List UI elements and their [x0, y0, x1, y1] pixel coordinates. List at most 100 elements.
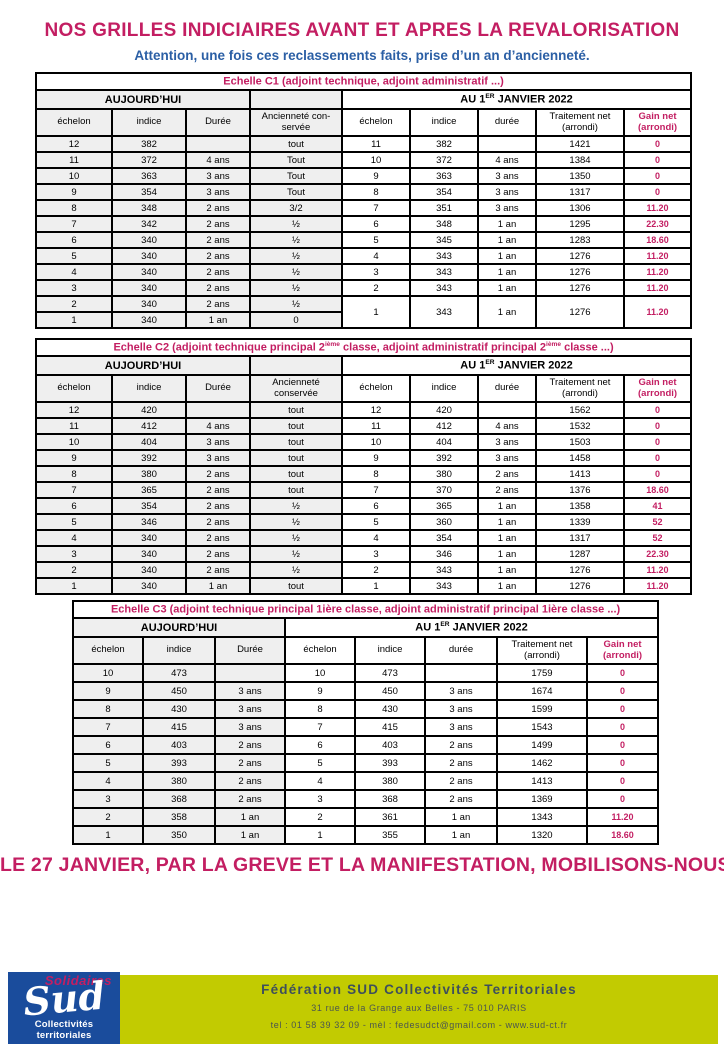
table-row: 1 340 1 an 0 — [35, 311, 691, 329]
cell: 1306 — [535, 199, 625, 217]
cell: Tout — [249, 151, 343, 169]
cell: ½ — [249, 545, 343, 563]
cell: 1 an — [477, 529, 537, 547]
cell: 365 — [111, 481, 187, 499]
cell: 430 — [142, 699, 216, 719]
cell: 2 — [341, 561, 411, 579]
cell — [185, 401, 251, 419]
cell: 1 an — [424, 825, 498, 845]
table-row: 9 392 3 ans tout 9 392 3 ans 1458 0 — [35, 449, 693, 467]
header-today: AUJOURD’HUI — [72, 617, 286, 638]
header-jan-text: JANVIER 2022 — [449, 621, 528, 634]
cell: 3 ans — [424, 699, 498, 719]
cell: 403 — [354, 735, 426, 755]
federation-contact: tel : 01 58 39 32 09 - mèl : fedesudct@g… — [270, 1020, 568, 1030]
table-echelle-c3: Echelle C3 (adjoint technique principal … — [71, 600, 660, 845]
table-row: 7 415 3 ans 7 415 3 ans 1543 0 — [72, 717, 660, 737]
cell — [477, 401, 537, 419]
cell: 0 — [622, 183, 693, 201]
cell: 1 — [72, 825, 144, 845]
cell: 1462 — [496, 753, 588, 773]
cell: 2 ans — [185, 561, 251, 579]
table-row: 6 340 2 ans ½ 5 345 1 an 1283 18.60 — [35, 231, 693, 249]
cell: 1339 — [535, 513, 625, 531]
cell: 11.20 — [622, 577, 693, 595]
cell: 1759 — [496, 663, 588, 683]
cell: 11.20 — [622, 247, 693, 265]
cell: 1 an — [477, 247, 537, 265]
header-jan-sup: ER — [485, 359, 495, 367]
cell: 1320 — [496, 825, 588, 845]
cell: 4 — [341, 529, 411, 547]
cell: 450 — [142, 681, 216, 701]
cell: ½ — [249, 215, 343, 233]
table-row: 8 348 2 ans 3/2 7 351 3 ans 1306 11.20 — [35, 199, 693, 217]
cell: 8 — [284, 699, 356, 719]
period-header-row: AUJOURD’HUI AU 1ER JANVIER 2022 — [72, 617, 660, 638]
cell: 52 — [622, 513, 693, 531]
table-row: 6 354 2 ans ½ 6 365 1 an 1358 41 — [35, 497, 693, 515]
cell: 2 ans — [185, 513, 251, 531]
cell: 11.20 — [622, 295, 693, 329]
cell: 1 — [35, 311, 113, 329]
cell: 2 — [284, 807, 356, 827]
cell: 12 — [35, 135, 113, 153]
cell: 1 an — [214, 825, 286, 845]
cell: 370 — [409, 481, 479, 499]
cell: 11 — [35, 151, 113, 169]
cell: 4 ans — [477, 151, 537, 169]
cell: 380 — [142, 771, 216, 791]
cell: 3 ans — [185, 449, 251, 467]
solidaires-wordmark: Solidaires — [44, 973, 112, 988]
cell: 1 an — [477, 561, 537, 579]
col-echelon: échelon — [35, 108, 113, 137]
cell: 1384 — [535, 151, 625, 169]
cell — [214, 663, 286, 683]
col-duree: Durée — [185, 374, 251, 403]
cell: 1503 — [535, 433, 625, 451]
table-echelle-c1: Echelle C1 (adjoint technique, adjoint a… — [34, 72, 693, 329]
table-row: 5 346 2 ans ½ 5 360 1 an 1339 52 — [35, 513, 693, 531]
cell: 22.30 — [622, 215, 693, 233]
cell: 4 ans — [185, 151, 251, 169]
cell: 0 — [622, 167, 693, 185]
cell: 348 — [111, 199, 187, 217]
cell: 2 ans — [185, 529, 251, 547]
cell: 22.30 — [622, 545, 693, 563]
cell: 3 — [72, 789, 144, 809]
cell: 345 — [409, 231, 479, 249]
cell: 380 — [111, 465, 187, 483]
cell: 2 ans — [185, 295, 251, 313]
cell: 8 — [35, 465, 113, 483]
cell: 2 ans — [185, 199, 251, 217]
cell: 4 — [35, 263, 113, 281]
page-title: NOS GRILLES INDICIAIRES AVANT ET APRES L… — [44, 20, 680, 41]
cell: 380 — [409, 465, 479, 483]
cell: 351 — [409, 199, 479, 217]
cell: ½ — [249, 263, 343, 281]
cell: 0 — [585, 699, 660, 719]
cell: 415 — [354, 717, 426, 737]
cell: 358 — [142, 807, 216, 827]
cell: 420 — [111, 401, 187, 419]
cell: 6 — [72, 735, 144, 755]
cell: ½ — [249, 561, 343, 579]
header-jan-text: JANVIER 2022 — [494, 359, 573, 372]
cell: 9 — [341, 449, 411, 467]
cell: 3 ans — [424, 681, 498, 701]
cell: 473 — [354, 663, 426, 683]
cell: 1458 — [535, 449, 625, 467]
cell: 346 — [409, 545, 479, 563]
cell: 382 — [111, 135, 187, 153]
table-title-row: Echelle C1 (adjoint technique, adjoint a… — [34, 72, 693, 91]
cell: 1562 — [535, 401, 625, 419]
cell: 1 an — [477, 295, 537, 329]
cell: 343 — [409, 263, 479, 281]
cell: 4 — [341, 247, 411, 265]
cell: 343 — [409, 279, 479, 297]
cell: 404 — [111, 433, 187, 451]
table-row: 10 473 10 473 1759 0 — [72, 663, 660, 683]
table-row: 5 393 2 ans 5 393 2 ans 1462 0 — [72, 753, 660, 773]
cell: 6 — [35, 497, 113, 515]
cell: 3 — [35, 279, 113, 297]
